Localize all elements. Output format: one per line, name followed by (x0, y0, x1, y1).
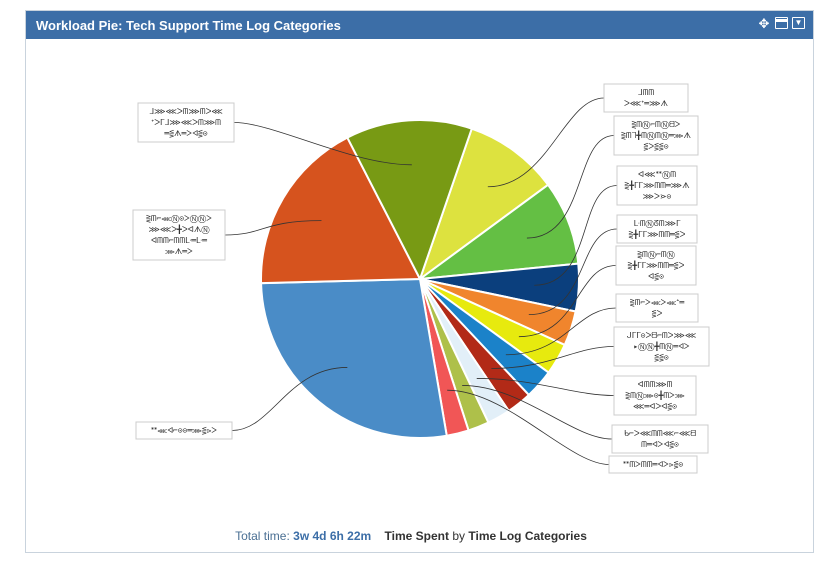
slice-label: ᒧᗰᗰ (638, 88, 655, 97)
label-connector (491, 346, 615, 369)
slice-label: ᒷᗰⓃᘔᗰ⋙ᒥ (634, 219, 681, 229)
pie-slice[interactable] (345, 119, 474, 282)
pie-slice[interactable] (418, 127, 550, 282)
pie-slice[interactable] (260, 277, 448, 439)
label-connector (231, 367, 348, 431)
slice-label-box (615, 293, 699, 323)
slice-label: ⋛╋ᒥᒥ⋙ᗰᗰ═⋚ᐳ (629, 229, 686, 239)
slice-label-box (616, 214, 698, 244)
label-connector (462, 385, 613, 440)
slice-label: ⋛ᗰ⌐⋘Ⓝ⊙ᐳⓃⓃᐳ (146, 214, 212, 224)
slice-label-box (615, 245, 697, 286)
slice-label: ═⋚ᗑ═ᐳᐊ⋚⊙ (163, 129, 207, 138)
slice-label-box (608, 455, 698, 474)
gadget-titlebar: Workload Pie: Tech Support Time Log Cate… (26, 11, 813, 39)
slice-label: ⋙⋘ᐳ╋ᐳᐊᗑⓃ (148, 224, 210, 235)
label-connector (528, 228, 618, 316)
slice-label: ᐩᐳᒥᒧ⋙⋘ᐳᗰ⋙ᗰ (151, 118, 221, 127)
label-connector (534, 185, 618, 286)
slice-label-box (616, 165, 698, 206)
label-connector (233, 122, 412, 166)
label-connector (505, 307, 617, 356)
by-label: by (452, 529, 466, 543)
slice-label-box (603, 83, 689, 113)
slice-label: ▸ⓃⓃ╋ᗰⓃ═ᐊᐳ (633, 341, 690, 352)
slice-label-box (135, 421, 233, 440)
slice-label: ᐊ⋘ᕯⓃᗰ (638, 170, 676, 180)
slice-label: ⋚ᐳ⋚⋚⊙ (643, 142, 668, 151)
gadget-title: Workload Pie: Tech Support Time Log Cate… (36, 18, 341, 33)
slice-label-box (132, 209, 226, 261)
slice-label: ⋛╋ᒥᒥ⋙ᗰᗰ═⋙ᗑ (624, 180, 690, 190)
slice-label: ᒍᒥᒥ⊙ᐳᗺ⌐ᗰᐳ⋙⋘ (627, 331, 697, 340)
slice-label: ⋙ᐳ⋗⊙ (643, 192, 672, 201)
group-label: Time Log Categories (468, 529, 587, 543)
metric-label: Time Spent (384, 529, 450, 543)
slice-label: ᐊᗰᗰ⋙ᗰ (638, 380, 673, 389)
chart-footer: Total time: 3w 4d 6h 22m Time Spent by T… (0, 529, 822, 543)
slice-label-box (613, 326, 710, 367)
slice-label: ⋛╋ᒥᒥ⋙ᗰᗰ═⋚ᐳ (628, 260, 685, 270)
slice-label-box (613, 115, 699, 156)
slice-label: ᐊ⋚⊙ (648, 272, 664, 281)
pie-slice[interactable] (260, 136, 422, 285)
slice-label: ᑲ⌐ᐳ⋘ᗰᗰ⋘⌐⋘ᗺ (624, 429, 696, 438)
slice-label: ⋙ᗑ═ᐳ (165, 247, 193, 256)
slice-label: ᗰ═ᐊᐳᐊ⋚⊙ (641, 440, 679, 449)
label-connector (487, 97, 605, 188)
total-time-link[interactable]: 3w 4d 6h 22m (293, 529, 372, 543)
slice-label-box (611, 424, 709, 454)
label-connector (224, 220, 322, 236)
label-connector (447, 389, 610, 465)
dropdown-icon[interactable]: ▼ (792, 17, 805, 29)
slice-label: ⋚⋚⊙ (654, 353, 669, 362)
slice-label: ⋚ᐳ (652, 309, 663, 318)
slice-label: ⋛ᗰⓃ⌐ᗰⓃᗺᐳ (631, 120, 680, 130)
pie-slice[interactable] (416, 183, 580, 281)
slice-label: ⋘═ᐊᐳᐊ⋚⊙ (633, 402, 677, 411)
slice-label: ᕯᗰᐳᗰᗰ═ᐊᐳ⋗⋚⊙ (623, 460, 684, 469)
label-connector (518, 265, 617, 338)
slice-label: ᒧ⋙⋘ᐳᗰ⋙ᗰᐳ⋘ (149, 107, 223, 116)
move-icon[interactable]: ✥ (758, 16, 770, 31)
total-time-label: Total time: (235, 529, 290, 543)
slice-label: ᕯ⋘ᐊ⌐⊙⊙═⋙⋚⋗ᐳ (151, 426, 218, 435)
pie-chart: ᒧᗰᗰᐳ⋘ᐩ═⋙ᗑ⋛ᗰⓃ⌐ᗰⓃᗺᐳ⋛ᗰᒣ╋ᗰⓃᗰⓃ═⋙ᗑ⋚ᐳ⋚⋚⊙ᐊ⋘ᕯⓃᗰ⋛╋… (132, 83, 710, 474)
slice-label: ⋛ᗰⓃ⌐ᗰⓃ (637, 250, 675, 260)
slice-label-box (137, 102, 235, 143)
slice-label: ⋛ᗰᒣ╋ᗰⓃᗰⓃ═⋙ᗑ (621, 130, 692, 141)
slice-label: ⋛ᗰ⌐ᐳ⋘ᐳ⋘ᐩ═ (630, 298, 685, 307)
slice-label: ᐳ⋘ᐩ═⋙ᗑ (624, 99, 669, 108)
label-connector (526, 135, 615, 239)
slice-label: ᐊᗰᗰ⌐ᗰᗰᒷ═ᒷ═ (151, 236, 207, 245)
gadget-toolbar: ✥ ▼ (757, 17, 805, 31)
label-connector (476, 378, 615, 396)
slice-label-box (613, 375, 697, 416)
maximize-icon[interactable] (775, 17, 788, 29)
slice-label: ⋛ᗰⓃ⋙⊙╋ᗰᐳ⋙ (625, 390, 685, 401)
